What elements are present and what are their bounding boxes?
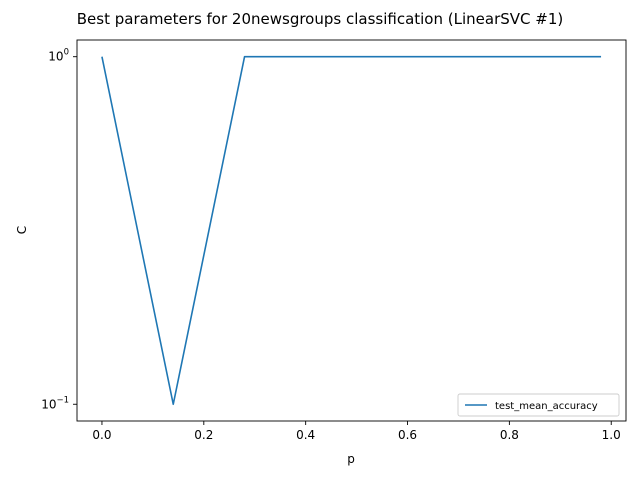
x-tick-label: 0.2 [194, 428, 213, 442]
y-tick-label: 10−1 [41, 395, 69, 411]
y-tick-label-base: 10 [48, 50, 63, 64]
y-tick-label: 100 [48, 48, 69, 64]
x-tick-label: 0.0 [92, 428, 111, 442]
y-tick-label-exponent: 0 [64, 48, 69, 58]
legend-entry: test_mean_accuracy [495, 401, 598, 412]
chart-title: Best parameters for 20newsgroups classif… [77, 10, 563, 28]
series-line-0 [101, 55, 602, 406]
x-tick-label: 0.4 [296, 428, 315, 442]
x-tick-label: 0.6 [398, 428, 417, 442]
y-axis-label: C [15, 226, 29, 234]
x-axis-label: p [347, 452, 355, 466]
y-tick-label-exponent: −1 [56, 395, 69, 405]
series-layer [101, 55, 602, 406]
x-tick-label: 1.0 [602, 428, 621, 442]
x-axis-ticks: 0.0 0.2 0.4 0.6 0.8 1.0 [92, 421, 621, 442]
x-tick-label: 0.8 [500, 428, 519, 442]
y-tick-label-base: 10 [41, 397, 56, 411]
legend-frame [457, 393, 620, 417]
legend: test_mean_accuracy [457, 393, 620, 417]
plot-area [76, 39, 627, 422]
